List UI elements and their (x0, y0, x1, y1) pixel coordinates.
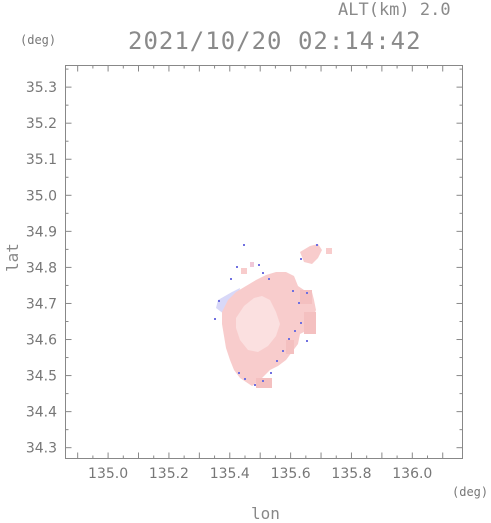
echo-cell (300, 290, 312, 304)
echo-cell (304, 312, 316, 334)
y-tick-label: 34.5 (26, 369, 57, 385)
x-tick-label: 135.2 (149, 466, 189, 482)
y-tick-label: 34.6 (26, 333, 57, 349)
timestamp-title: 2021/10/20 02:14:42 (128, 27, 422, 55)
echo-cell (286, 340, 294, 354)
plot-frame (65, 65, 463, 459)
x-tick-label: 135.4 (210, 466, 250, 482)
y-unit-label: (deg) (20, 33, 57, 47)
altitude-label: ALT(km) 2.0 (338, 0, 451, 20)
x-unit-label: (deg) (452, 485, 489, 499)
echo-cell (250, 262, 254, 267)
y-tick-label: 34.4 (26, 405, 57, 421)
y-tick-label: 35.1 (26, 152, 57, 168)
radar-echo (214, 244, 332, 388)
echo-cell (256, 378, 272, 388)
axis-ticks (65, 65, 463, 459)
echo-cell (241, 268, 247, 274)
x-tick-label: 135.6 (271, 466, 311, 482)
echo-light (236, 296, 280, 352)
y-tick-label: 35.0 (26, 188, 57, 204)
y-tick-label: 34.8 (26, 260, 57, 276)
echo-blue-edge (214, 244, 318, 386)
x-tick-label: 136.0 (392, 466, 432, 482)
axis-tick-labels: 135.0 135.2 135.4 135.6 135.8 136.0 35.3 35.2 35… (26, 80, 433, 482)
echo-patch-ne (300, 244, 322, 264)
y-tick-label: 35.2 (26, 116, 57, 132)
y-tick-label: 34.9 (26, 224, 57, 240)
y-tick-label: 34.3 (26, 441, 57, 457)
x-tick-label: 135.0 (88, 466, 128, 482)
x-axis-label: lon (251, 504, 280, 523)
y-tick-label: 34.7 (26, 296, 57, 312)
x-tick-label: 135.8 (331, 466, 371, 482)
echo-cell (326, 248, 332, 254)
y-tick-label: 35.3 (26, 80, 57, 96)
